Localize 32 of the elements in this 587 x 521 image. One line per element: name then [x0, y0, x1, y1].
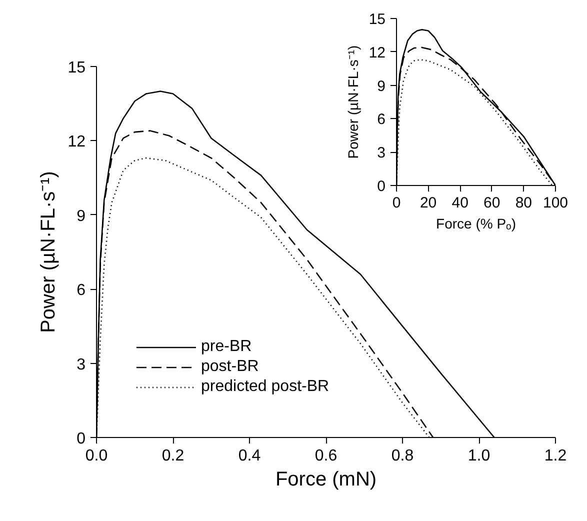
y-tick-label: 0: [76, 430, 86, 448]
legend-label: post-BR: [201, 358, 259, 376]
x-tick-label: 20: [420, 194, 437, 212]
y-tick-label: 15: [68, 60, 86, 76]
y-axis-title: Power (µN·FL·s⁻¹): [38, 171, 60, 333]
x-tick-label: 80: [515, 194, 532, 212]
x-tick-label: 1.2: [544, 448, 567, 464]
x-axis-title: Force (% Pₒ): [436, 216, 516, 232]
y-tick-label: 0: [377, 178, 386, 195]
y-tick-label: 3: [377, 144, 386, 162]
y-tick-label: 12: [368, 44, 386, 62]
y-tick-label: 15: [368, 11, 386, 28]
x-tick-label: 0.0: [85, 448, 108, 464]
y-tick-label: 12: [68, 134, 86, 151]
y-tick-label: 6: [377, 111, 386, 128]
x-axis-title: Force (mN): [275, 468, 377, 490]
x-tick-label: 0: [392, 194, 401, 212]
y-axis-title: Power (µN·FL·s⁻¹): [344, 45, 361, 159]
x-tick-label: 0.2: [162, 448, 184, 464]
x-tick-label: 0.6: [314, 448, 338, 464]
legend-label: predicted post-BR: [201, 378, 330, 396]
y-tick-label: 6: [76, 282, 86, 300]
x-tick-label: 0.8: [391, 448, 414, 464]
y-tick-label: 9: [76, 208, 86, 225]
y-tick-label: 3: [76, 356, 86, 374]
x-tick-label: 60: [484, 194, 500, 212]
legend-label: pre-BR: [201, 338, 252, 356]
x-tick-label: 0.4: [238, 448, 261, 464]
x-tick-label: 40: [452, 194, 468, 212]
x-tick-label: 1.0: [468, 448, 490, 464]
y-tick-label: 9: [377, 78, 386, 95]
x-tick-label: 100: [542, 194, 568, 212]
